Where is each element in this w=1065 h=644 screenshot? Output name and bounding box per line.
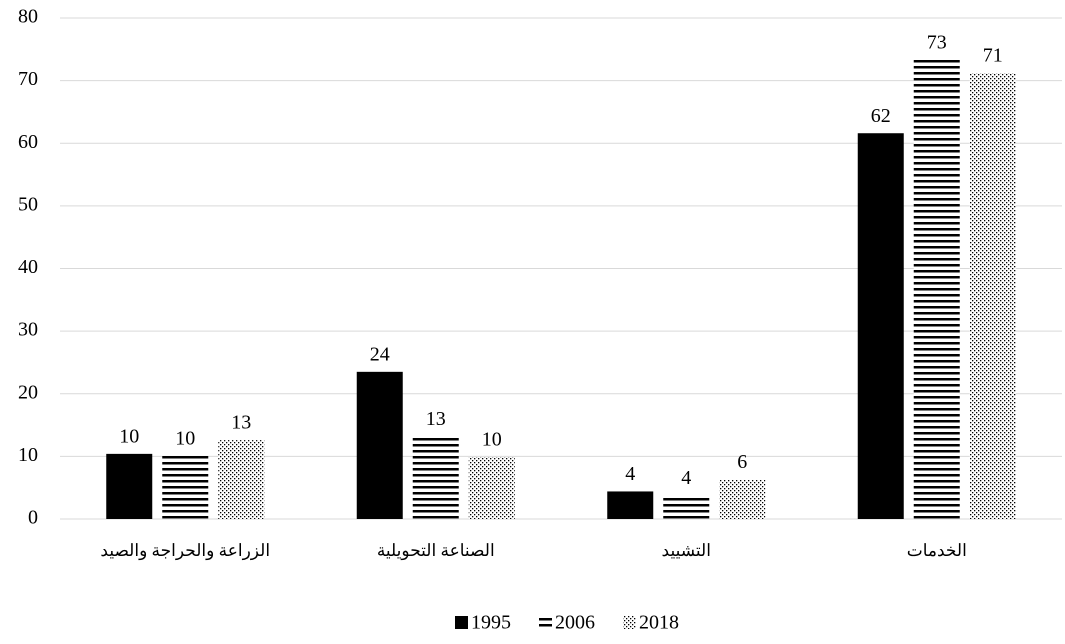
- y-tick-label: 70: [18, 68, 38, 90]
- bar: [663, 495, 710, 519]
- legend-label: 2006: [555, 612, 595, 634]
- bar: [356, 371, 403, 519]
- data-label: 10: [119, 425, 139, 447]
- bar: [468, 457, 515, 519]
- y-tick-label: 30: [18, 319, 38, 341]
- bar: [162, 455, 209, 519]
- data-label: 24: [370, 343, 390, 365]
- bar: [913, 59, 960, 520]
- y-tick-label: 10: [18, 444, 38, 466]
- y-tick-label: 40: [18, 256, 38, 278]
- data-label: 10: [175, 427, 195, 449]
- data-label: 73: [927, 32, 947, 54]
- legend-swatch: [623, 616, 636, 629]
- bar: [218, 440, 265, 519]
- x-tick-label: التشييد: [662, 541, 711, 560]
- x-tick-label: الصناعة التحويلية: [377, 541, 495, 561]
- bar: [719, 479, 766, 519]
- legend-swatch: [539, 616, 552, 629]
- data-label: 62: [871, 105, 891, 127]
- y-tick-label: 50: [18, 193, 38, 215]
- x-tick-label: الزراعة والحراجة والصيد: [100, 541, 270, 561]
- data-label: 10: [482, 429, 502, 451]
- y-tick-label: 20: [18, 381, 38, 403]
- y-tick-label: 0: [28, 507, 38, 529]
- bar: [857, 133, 904, 520]
- bar: [412, 436, 459, 519]
- bar: [607, 491, 654, 519]
- legend-swatch: [455, 616, 468, 629]
- data-label: 4: [681, 467, 691, 489]
- data-label: 6: [737, 451, 747, 473]
- legend-label: 2018: [639, 612, 679, 634]
- legend-label: 1995: [471, 612, 511, 634]
- x-tick-label: الخدمات: [907, 541, 967, 560]
- data-label: 4: [625, 463, 635, 485]
- data-label: 71: [983, 45, 1003, 67]
- bar: [106, 453, 153, 519]
- data-label: 13: [426, 408, 446, 430]
- y-tick-label: 80: [18, 6, 38, 28]
- data-label: 13: [231, 412, 251, 434]
- bar: [969, 73, 1016, 520]
- y-tick-label: 60: [18, 131, 38, 153]
